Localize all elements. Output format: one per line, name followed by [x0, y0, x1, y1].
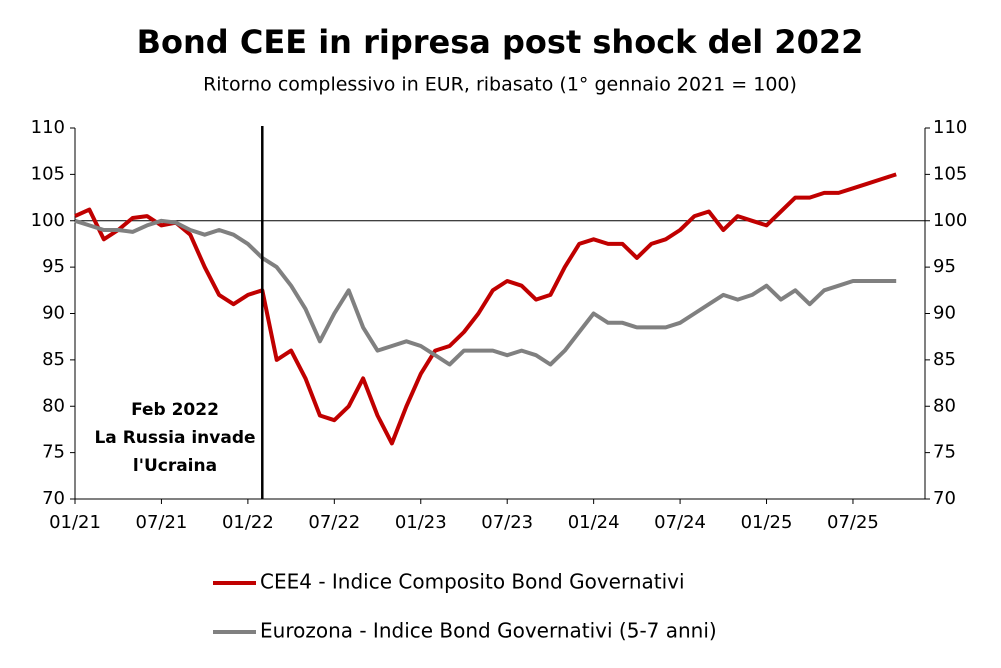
chart-title: Bond CEE in ripresa post shock del 2022 [137, 23, 864, 61]
x-tick-label: 07/24 [654, 512, 706, 533]
y-tick-label: 90 [42, 303, 65, 324]
y2-tick-label: 70 [933, 488, 956, 509]
y2-tick-label: 110 [933, 117, 967, 138]
y2-tick-label: 90 [933, 303, 956, 324]
y-tick-label: 105 [31, 163, 65, 184]
series-line [74, 172, 897, 446]
x-tick-label: 01/22 [222, 512, 274, 533]
annotation-text: Feb 2022 [131, 400, 219, 420]
legend-label: Eurozona - Indice Bond Governativi (5-7 … [260, 619, 717, 643]
y-tick-label: 70 [42, 488, 65, 509]
y2-tick-label: 95 [933, 256, 956, 277]
x-tick-label: 07/25 [827, 512, 879, 533]
annotation-text: La Russia invade [94, 428, 255, 448]
y-tick-label: 95 [42, 256, 65, 277]
y-tick-label: 110 [31, 117, 65, 138]
y-tick-label: 75 [42, 442, 65, 463]
legend-label: CEE4 - Indice Composito Bond Governativi [260, 570, 685, 594]
x-tick-label: 01/24 [568, 512, 620, 533]
x-tick-label: 07/21 [136, 512, 188, 533]
y-tick-label: 100 [31, 210, 65, 231]
y-tick-label: 80 [42, 395, 65, 416]
y2-tick-label: 100 [933, 210, 967, 231]
y2-tick-label: 105 [933, 163, 967, 184]
chart-subtitle: Ritorno complessivo in EUR, ribasato (1°… [203, 74, 797, 96]
x-tick-label: 01/21 [49, 512, 101, 533]
x-tick-label: 07/22 [308, 512, 360, 533]
x-tick-label: 01/25 [741, 512, 793, 533]
y2-tick-label: 75 [933, 442, 956, 463]
x-tick-label: 01/23 [395, 512, 447, 533]
y2-tick-label: 85 [933, 349, 956, 370]
series-line [74, 218, 897, 367]
x-tick-label: 07/23 [481, 512, 533, 533]
y2-tick-label: 80 [933, 395, 956, 416]
annotation-text: l'Ucraina [133, 456, 217, 476]
y-tick-label: 85 [42, 349, 65, 370]
